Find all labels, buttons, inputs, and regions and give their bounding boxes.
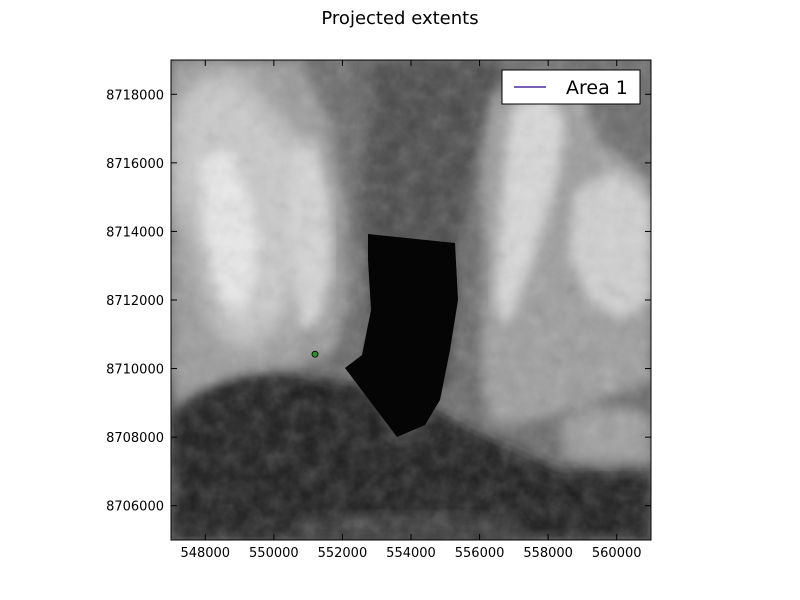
x-tick-label: 556000: [455, 546, 505, 561]
x-tick-label: 550000: [249, 546, 299, 561]
y-tick-label: 8716000: [106, 157, 164, 172]
x-tick-label: 554000: [386, 546, 436, 561]
y-tick-label: 8710000: [106, 363, 164, 378]
x-tick-label: 558000: [523, 546, 573, 561]
elevation-raster: [171, 60, 651, 540]
axes: 548000 550000 552000 554000 556000 558000 5600…: [106, 60, 651, 561]
y-tick-label: 8714000: [106, 225, 164, 240]
x-tick-label: 560000: [592, 546, 642, 561]
nodata-area: [345, 234, 458, 437]
chart-title: Projected extents: [321, 8, 479, 29]
y-tick-label: 8718000: [106, 88, 164, 103]
y-tick-label: 8708000: [106, 431, 164, 446]
data-point: [311, 350, 319, 358]
legend-label-area-1: Area 1: [566, 77, 628, 99]
y-tick-label: 8706000: [106, 500, 164, 515]
y-tick-label: 8712000: [106, 294, 164, 309]
data-points: [311, 350, 319, 358]
x-tick-label: 552000: [318, 546, 368, 561]
x-tick-label: 548000: [180, 546, 230, 561]
legend: Area 1: [501, 69, 641, 105]
